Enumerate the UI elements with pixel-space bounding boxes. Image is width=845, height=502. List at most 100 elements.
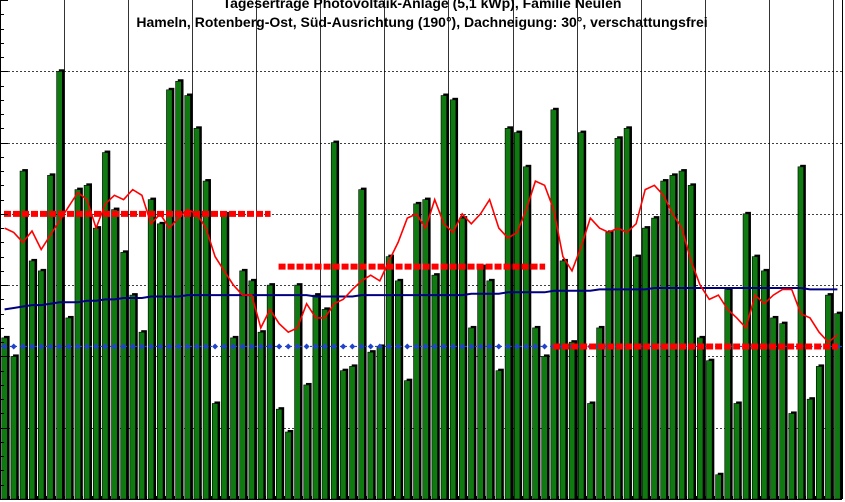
expected-yield-marker — [331, 343, 338, 350]
expected-yield-marker — [138, 343, 145, 350]
bar — [193, 128, 200, 500]
bar — [797, 166, 804, 500]
expected-yield-marker — [148, 343, 155, 350]
expected-yield-marker — [120, 343, 127, 350]
expected-yield-marker — [10, 343, 17, 350]
expected-yield-marker — [303, 343, 310, 350]
bar — [266, 284, 274, 500]
bar — [285, 431, 292, 500]
expected-yield-marker — [532, 343, 539, 350]
bar — [1, 337, 8, 500]
chart-title: Tageserträge Photovoltaik-Anlage (5,1 kW… — [223, 0, 622, 11]
bar — [815, 366, 823, 500]
bar — [431, 274, 438, 500]
expected-yield-marker — [56, 343, 63, 350]
bar — [578, 132, 585, 500]
bar — [669, 175, 676, 500]
bar — [221, 213, 228, 500]
moving-average-line — [4, 179, 838, 344]
bar — [92, 227, 100, 500]
expected-yield-marker — [157, 343, 164, 350]
bar — [349, 366, 356, 500]
bar — [239, 270, 246, 500]
bar — [468, 327, 475, 500]
expected-yield-marker — [29, 343, 36, 350]
expected-yield-marker — [83, 343, 90, 350]
bar — [321, 309, 329, 500]
expected-yield-marker — [184, 343, 191, 350]
bar — [394, 280, 402, 500]
bar — [459, 217, 466, 500]
bar — [504, 128, 512, 500]
expected-yield-marker — [166, 343, 173, 350]
expected-yield-marker — [74, 343, 81, 350]
expected-yield-marker — [202, 343, 209, 350]
bar — [733, 403, 740, 500]
bar — [340, 370, 347, 500]
expected-yield-marker — [422, 343, 429, 350]
bar — [596, 327, 603, 500]
expected-yield-marker — [440, 343, 447, 350]
bar — [157, 223, 164, 500]
bar-layer — [1, 69, 843, 500]
bar — [697, 337, 704, 500]
expected-yield-marker — [1, 343, 8, 350]
expected-yield-marker — [468, 343, 475, 350]
expected-yield-marker — [65, 343, 72, 350]
expected-yield-marker — [404, 343, 411, 350]
bar — [404, 380, 411, 500]
bar — [660, 180, 667, 500]
expected-yield-marker — [19, 343, 26, 350]
bar — [56, 70, 63, 500]
bar — [413, 203, 420, 500]
expected-yield-marker — [239, 343, 246, 350]
expected-yield-marker — [111, 343, 118, 350]
bar — [568, 341, 576, 500]
bar — [715, 474, 722, 500]
bar — [83, 185, 91, 500]
bar — [806, 398, 814, 500]
expected-yield-marker — [504, 343, 511, 350]
expected-yield-marker — [221, 343, 228, 350]
long-term-average-line — [4, 287, 838, 311]
expected-yield-marker — [257, 343, 264, 350]
expected-yield-marker — [431, 343, 438, 350]
bar — [276, 408, 283, 500]
bar — [751, 256, 759, 500]
bar — [449, 99, 457, 500]
expected-yield-marker — [376, 343, 383, 350]
bar — [28, 260, 36, 500]
bar — [587, 403, 594, 500]
bar — [166, 89, 173, 500]
bar — [440, 95, 448, 500]
chart-subtitle: Hameln, Rotenberg-Ost, Süd-Ausrichtung (… — [136, 14, 707, 30]
bar — [10, 356, 17, 500]
expected-yield-marker — [129, 343, 136, 350]
bar — [532, 327, 539, 500]
expected-yield-marker — [385, 343, 392, 350]
expected-yield-marker — [266, 343, 273, 350]
bar — [486, 280, 493, 500]
bar — [788, 413, 795, 500]
expected-yield-marker — [495, 343, 502, 350]
bar — [742, 213, 750, 500]
bar — [761, 270, 768, 500]
bar — [559, 260, 566, 500]
bar — [303, 384, 310, 500]
bar — [724, 289, 731, 500]
bar — [175, 80, 182, 500]
bar — [687, 185, 695, 500]
bar — [19, 170, 27, 500]
expected-yield-marker — [321, 343, 328, 350]
expected-yield-marker — [285, 343, 292, 350]
expected-yield-marker — [358, 343, 365, 350]
expected-yield-marker — [541, 343, 548, 350]
bar — [706, 360, 713, 500]
bar — [385, 256, 393, 500]
expected-yield-marker — [486, 343, 493, 350]
bar — [312, 294, 319, 500]
expected-yield-marker — [175, 343, 182, 350]
bar — [230, 337, 237, 500]
